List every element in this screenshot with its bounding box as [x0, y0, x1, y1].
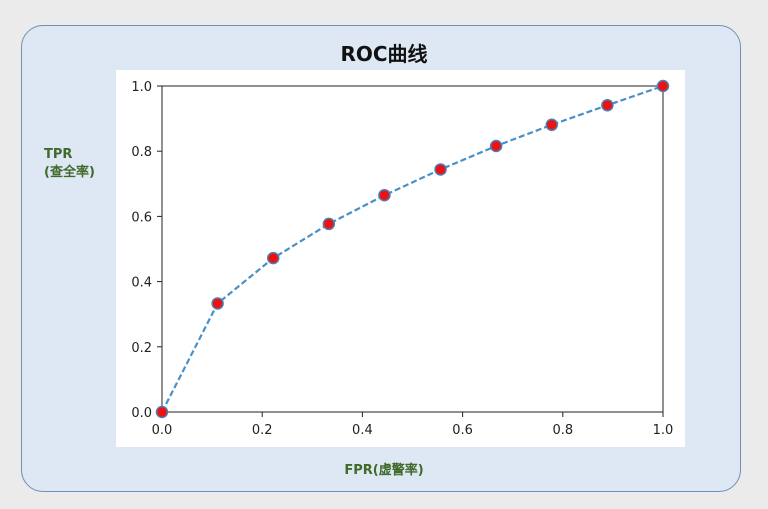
y-axis-label-line2: (查全率) [44, 165, 95, 180]
x-tick-label: 0.2 [252, 423, 273, 438]
roc-point [378, 188, 391, 202]
roc-point [545, 118, 559, 132]
y-axis-label-line1: TPR [44, 147, 73, 162]
roc-point [601, 98, 614, 112]
y-tick-label: 0.2 [131, 341, 152, 356]
roc-point [489, 139, 503, 153]
x-tick-label: 0.8 [552, 423, 573, 438]
y-tick-label: 0.6 [131, 210, 152, 225]
roc-point [155, 405, 169, 419]
roc-point [266, 251, 280, 265]
x-tick-label: 0.6 [452, 423, 473, 438]
plot-background [116, 70, 685, 447]
y-tick-label: 1.0 [131, 80, 152, 95]
y-axis-label: TPR (查全率) [44, 146, 95, 182]
x-axis-label: FPR(虚警率) [344, 463, 424, 478]
chart-title: ROC曲线 [340, 42, 428, 66]
y-tick-label: 0.8 [131, 145, 152, 160]
x-tick-label: 0.4 [352, 423, 373, 438]
y-tick-label: 0.4 [131, 276, 152, 291]
y-tick-label: 0.0 [131, 406, 152, 421]
x-tick-label: 0.0 [152, 423, 173, 438]
roc-point [434, 163, 447, 176]
roc-curve-line [161, 84, 664, 413]
roc-point [656, 79, 670, 93]
axes-frame [161, 85, 664, 413]
x-tick-label: 1.0 [653, 423, 674, 438]
roc-point [211, 297, 224, 310]
roc-point [322, 217, 336, 231]
